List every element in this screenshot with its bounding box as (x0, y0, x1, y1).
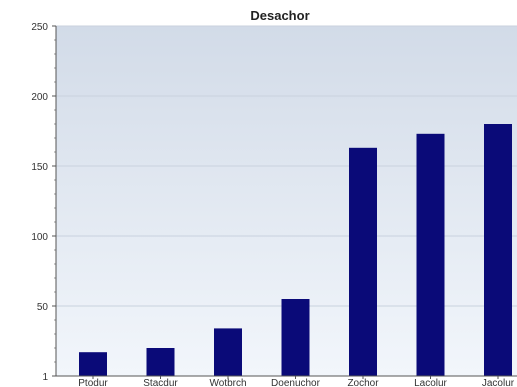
y-tick-label: 100 (31, 232, 48, 243)
bar (484, 124, 512, 376)
y-tick-label: 200 (31, 92, 48, 103)
y-tick-label: 150 (31, 162, 48, 173)
y-tick-label: 50 (37, 302, 49, 313)
x-tick-label: Wotbrch (209, 378, 246, 387)
bar (214, 328, 242, 376)
bar (79, 352, 107, 376)
y-tick-label: 250 (31, 22, 48, 33)
x-tick-labels: Ptodur Stacdur Wotbrch Doenuchor Zochor Lacol… (78, 378, 515, 387)
bar (349, 147, 377, 376)
bar (416, 133, 445, 376)
axes (52, 25, 517, 379)
bars (79, 124, 512, 376)
x-tick-label: Lacolur (414, 378, 447, 387)
chart-title: Desachor (250, 8, 309, 23)
x-tick-label: Ptodur (78, 378, 108, 387)
x-tick-label: Jacolur (482, 378, 515, 387)
x-tick-label: Zochor (347, 378, 379, 387)
x-tick-label: Stacdur (143, 378, 178, 387)
bar (146, 348, 175, 376)
x-tick-label: Doenuchor (271, 378, 321, 387)
y-tick-label: 1 (42, 372, 48, 383)
bar (281, 299, 310, 376)
